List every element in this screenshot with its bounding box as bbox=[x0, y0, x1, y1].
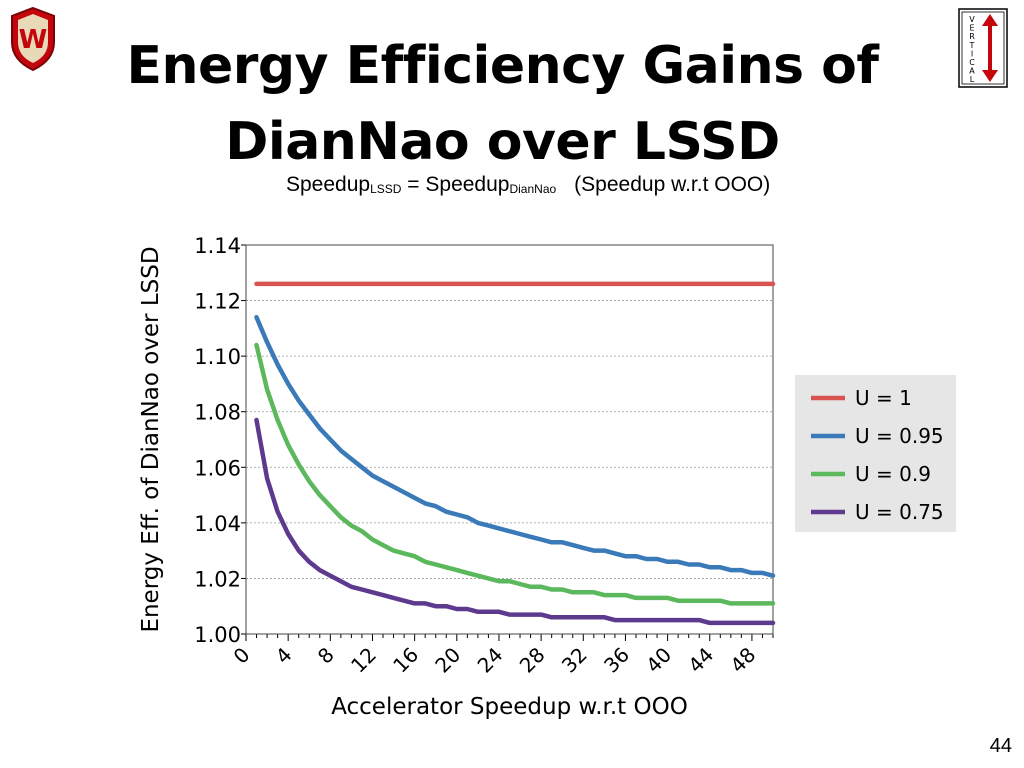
y-tick-label: 1.12 bbox=[194, 290, 241, 314]
speedup-equation: SpeedupLSSD = SpeedupDianNao (Speedup w.r… bbox=[286, 173, 770, 197]
vertical-logo-letter: A bbox=[969, 67, 975, 76]
x-tick-label: 28 bbox=[515, 643, 550, 678]
x-tick-label: 20 bbox=[430, 643, 465, 678]
x-tick-label: 8 bbox=[313, 643, 339, 669]
x-tick-label: 36 bbox=[599, 643, 634, 678]
legend-label: U = 0.75 bbox=[855, 500, 944, 524]
page-number: 44 bbox=[989, 735, 1012, 757]
x-axis-label: Accelerator Speedup w.r.t OOO bbox=[331, 694, 688, 720]
x-tick-label: 48 bbox=[725, 643, 760, 678]
vertical-logo-letter: L bbox=[970, 75, 975, 84]
y-tick-label: 1.04 bbox=[194, 512, 241, 536]
equation-lssd-subscript: LSSD bbox=[370, 182, 402, 196]
x-tick-label: 44 bbox=[683, 643, 718, 678]
legend-label: U = 0.9 bbox=[855, 462, 931, 486]
title-line-2: DianNao over LSSD bbox=[225, 112, 780, 172]
x-tick-label: 40 bbox=[641, 643, 676, 678]
slide-title: Energy Efficiency Gains of DianNao over … bbox=[120, 28, 885, 180]
university-crest-logo: W bbox=[11, 6, 55, 72]
y-tick-label: 1.06 bbox=[194, 456, 241, 480]
equation-equals-text: = Speedup bbox=[401, 173, 510, 196]
y-tick-label: 1.00 bbox=[194, 623, 241, 647]
crest-letter: W bbox=[19, 25, 48, 55]
y-axis-label: Energy Eff. of DianNao over LSSD bbox=[138, 246, 164, 632]
series-line-2 bbox=[254, 342, 776, 606]
y-tick-label: 1.02 bbox=[194, 567, 241, 591]
x-tick-label: 4 bbox=[271, 643, 297, 669]
plot-frame bbox=[245, 244, 774, 635]
legend-label: U = 1 bbox=[855, 386, 912, 410]
vertical-logo-letter: R bbox=[969, 32, 975, 41]
vertical-logo-letter: T bbox=[969, 41, 975, 50]
vertical-logo-letter: I bbox=[971, 49, 973, 58]
legend-box bbox=[795, 375, 956, 532]
y-tick-label: 1.14 bbox=[194, 234, 241, 258]
title-line-1: Energy Efficiency Gains of bbox=[126, 36, 879, 96]
series-line-3 bbox=[254, 417, 776, 626]
x-tick-label: 0 bbox=[229, 643, 255, 669]
legend-label: U = 0.95 bbox=[855, 424, 944, 448]
equation-speedup-text: Speedup bbox=[286, 173, 371, 196]
x-tick-label: 12 bbox=[346, 643, 381, 678]
x-tick-label: 24 bbox=[473, 643, 508, 678]
equation-diannao-subscript: DianNao bbox=[509, 182, 557, 196]
y-tick-label: 1.08 bbox=[194, 401, 241, 425]
series-line-1 bbox=[254, 314, 776, 578]
y-tick-label: 1.10 bbox=[194, 345, 241, 369]
vertical-logo-letter: E bbox=[969, 24, 974, 33]
vertical-logo-letter: V bbox=[969, 15, 975, 24]
x-tick-label: 32 bbox=[557, 643, 592, 678]
x-tick-label: 16 bbox=[388, 643, 423, 678]
vertical-logo-letter: C bbox=[969, 58, 975, 67]
equation-note: (Speedup w.r.t OOO) bbox=[574, 173, 771, 196]
